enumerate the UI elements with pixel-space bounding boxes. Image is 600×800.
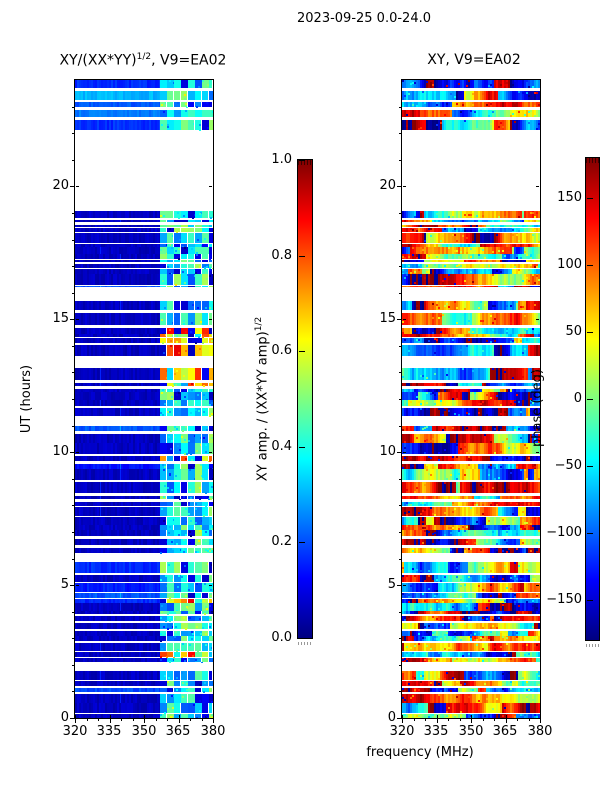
left-ytick-5: 5 — [60, 577, 69, 592]
tick-mark — [202, 719, 203, 721]
right-ytick-10: 10 — [379, 444, 396, 459]
right-xtick-380: 380 — [527, 724, 553, 739]
left-ytick-0: 0 — [60, 710, 69, 725]
colorbar-phase — [585, 157, 600, 641]
right-ytick-0: 0 — [387, 710, 396, 725]
tick-mark — [494, 719, 495, 721]
left-panel-title-tail: , V9=EA02 — [151, 52, 227, 69]
left-heatmap-canvas — [74, 79, 214, 719]
amp-cbar-tick-0.2: 0.2 — [271, 534, 292, 549]
left-panel-title: XY/(XX*YY)1/2, V9=EA02 — [33, 52, 253, 69]
tick-mark — [121, 719, 122, 721]
right-ytick-20: 20 — [379, 178, 396, 193]
amp-cbar-tick-0.4: 0.4 — [271, 439, 292, 454]
tick-mark — [448, 719, 449, 721]
amp-cbar-label: XY amp. / (XX*YY amp)1/2 — [251, 249, 271, 549]
left-panel-title-exponent: 1/2 — [136, 52, 152, 62]
right-ytick-5: 5 — [387, 577, 396, 592]
tick-mark — [425, 719, 426, 721]
tick-mark — [98, 719, 99, 721]
amp-cbar-tick-0.0: 0.0 — [271, 630, 292, 645]
phase-cbar-tick-m100: −100 — [546, 525, 582, 540]
left-xtick-365: 365 — [165, 724, 191, 739]
tick-mark — [167, 719, 168, 721]
colorbar-amplitude — [297, 159, 313, 639]
frequency-axis-label: frequency (MHz) — [366, 745, 474, 760]
tick-mark — [87, 719, 88, 721]
tick-mark — [517, 719, 518, 721]
amp-cbar-tick-0.6: 0.6 — [271, 343, 292, 358]
phase-cbar-tick-m150: −150 — [546, 592, 582, 607]
phase-cbar-tick-m50: −50 — [554, 458, 582, 473]
right-panel-title-text: XY, V9=EA02 — [427, 52, 521, 68]
tick-mark — [156, 719, 157, 721]
phase-cbar-tick-50: 50 — [565, 324, 582, 339]
tick-mark — [190, 719, 191, 721]
ut-axis-label: UT (hours) — [19, 364, 34, 434]
tick-mark — [414, 719, 415, 721]
left-ytick-10: 10 — [52, 444, 69, 459]
right-ytick-15: 15 — [379, 311, 396, 326]
amp-cbar-tick-1.0: 1.0 — [271, 152, 292, 167]
right-xtick-365: 365 — [492, 724, 518, 739]
amp-cbar-tick-0.8: 0.8 — [271, 248, 292, 263]
colorbar-amplitude-underflow-marks — [298, 642, 312, 645]
tick-mark — [483, 719, 484, 721]
left-xtick-320: 320 — [62, 724, 88, 739]
tick-mark — [460, 719, 461, 721]
amp-cbar-label-exponent: 1/2 — [254, 316, 264, 332]
left-xtick-335: 335 — [96, 724, 122, 739]
left-xtick-380: 380 — [200, 724, 226, 739]
right-xtick-320: 320 — [389, 724, 415, 739]
colorbar-phase-underflow-marks — [586, 644, 599, 647]
figure-title: 2023-09-25 0.0-24.0 — [297, 11, 431, 26]
left-panel-title-text: XY/(XX*YY) — [59, 52, 137, 69]
phase-cbar-tick-100: 100 — [557, 257, 582, 272]
right-heatmap-canvas — [401, 79, 541, 719]
left-ytick-20: 20 — [52, 178, 69, 193]
amp-cbar-label-text: XY amp. / (XX*YY amp) — [255, 331, 271, 482]
phase-cbar-label: phase (deg) — [530, 369, 545, 448]
tick-mark — [529, 719, 530, 721]
right-xtick-335: 335 — [423, 724, 449, 739]
tick-mark — [133, 719, 134, 721]
phase-cbar-tick-0: 0 — [573, 391, 582, 406]
left-ytick-15: 15 — [52, 311, 69, 326]
right-xtick-350: 350 — [458, 724, 484, 739]
colorbar-amplitude-hatch — [298, 160, 312, 165]
phase-cbar-tick-150: 150 — [557, 190, 582, 205]
right-panel-title: XY, V9=EA02 — [364, 52, 584, 68]
colorbar-phase-hatch — [586, 158, 599, 163]
left-xtick-350: 350 — [131, 724, 157, 739]
